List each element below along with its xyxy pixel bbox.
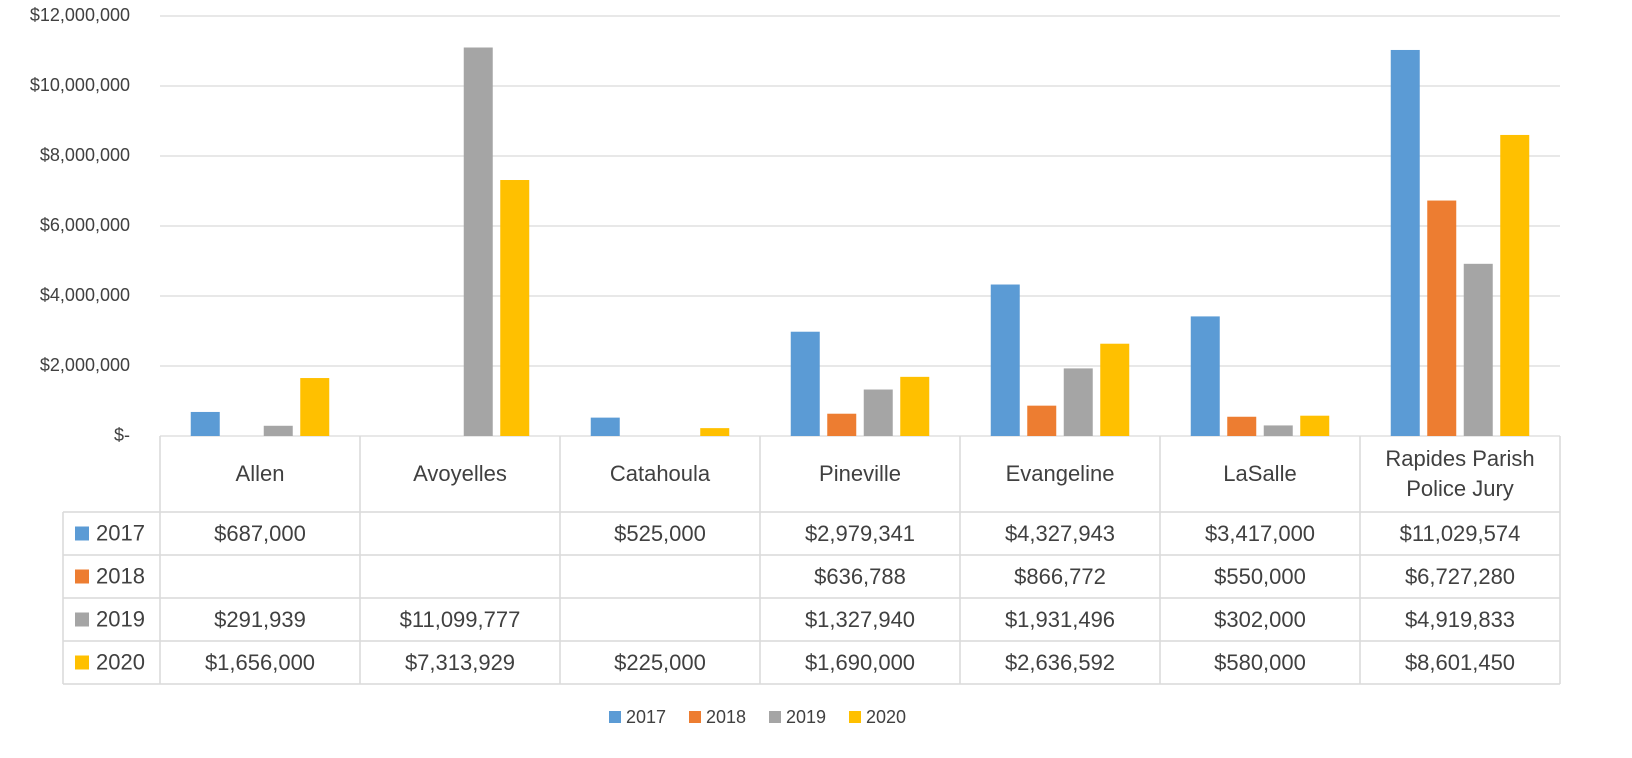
- bar: [1263, 425, 1293, 436]
- category-label: Evangeline: [1005, 461, 1115, 486]
- bar: [1390, 49, 1420, 437]
- table-value: $6,727,280: [1404, 563, 1516, 589]
- table-value: $2,979,341: [804, 520, 916, 546]
- bar: [1500, 134, 1530, 436]
- bar: [463, 47, 493, 436]
- bar: [1427, 200, 1457, 436]
- bar: [1227, 416, 1257, 436]
- category-label: Avoyelles: [413, 461, 507, 486]
- table-value: $302,000: [1214, 606, 1306, 632]
- table-value: $8,601,450: [1404, 649, 1516, 675]
- category-label: Allen: [235, 461, 285, 486]
- table-value: $7,313,929: [404, 649, 516, 675]
- bar: [190, 411, 220, 436]
- table-value: $1,327,940: [804, 606, 916, 632]
- table-value: $4,919,833: [1404, 606, 1516, 632]
- table-value: $1,690,000: [804, 649, 916, 675]
- bar: [1190, 316, 1220, 436]
- category-label: Pineville: [819, 461, 901, 486]
- table-value: $291,939: [214, 606, 306, 632]
- bar: [790, 331, 820, 436]
- bar: [827, 413, 857, 436]
- series-label: 2018: [96, 563, 145, 588]
- bar: [500, 180, 530, 436]
- series-label: 2017: [96, 520, 145, 545]
- bar: [263, 425, 293, 436]
- legend-key: [849, 711, 861, 723]
- legend-key: [769, 711, 781, 723]
- series-label: 2019: [96, 606, 145, 631]
- y-tick-label: $10,000,000: [30, 75, 130, 95]
- bar: [1100, 343, 1130, 436]
- table-value: $11,029,574: [1399, 520, 1521, 546]
- y-tick-label: $12,000,000: [30, 5, 130, 25]
- y-tick-label: $4,000,000: [40, 285, 130, 305]
- legend-key: [689, 711, 701, 723]
- y-tick-label: $-: [114, 425, 130, 445]
- table-value: $2,636,592: [1004, 649, 1116, 675]
- table-value: $3,417,000: [1204, 520, 1316, 546]
- bar: [900, 376, 930, 436]
- y-tick-label: $8,000,000: [40, 145, 130, 165]
- category-label: Catahoula: [609, 461, 711, 486]
- category-label: Rapides Parish Police Jury: [1385, 446, 1535, 501]
- legend-key: [75, 655, 89, 670]
- legend-key: [75, 526, 89, 541]
- series-label: 2020: [96, 649, 145, 674]
- table-value: $636,788: [814, 563, 906, 589]
- table-value: $580,000: [1214, 649, 1306, 675]
- legend-key: [75, 612, 89, 627]
- y-tick-label: $6,000,000: [40, 215, 130, 235]
- bar: [300, 378, 330, 436]
- category-label: LaSalle: [1223, 461, 1297, 486]
- table-value: $550,000: [1214, 563, 1306, 589]
- legend-label: 2020: [866, 707, 906, 727]
- bar: [990, 284, 1020, 436]
- legend-key: [75, 569, 89, 584]
- bar: [1027, 405, 1057, 436]
- legend-label: 2018: [706, 707, 746, 727]
- legend-label: 2019: [786, 707, 826, 727]
- legend-label: 2017: [626, 707, 666, 727]
- y-tick-label: $2,000,000: [40, 355, 130, 375]
- table-value: $1,656,000: [204, 649, 316, 675]
- table-value: $866,772: [1014, 563, 1106, 589]
- bar: [863, 389, 893, 436]
- bar: [700, 428, 730, 436]
- legend-key: [609, 711, 621, 723]
- bar: [1463, 263, 1493, 436]
- table-value: $687,000: [214, 520, 306, 546]
- table-value: $4,327,943: [1004, 520, 1116, 546]
- bar: [590, 417, 620, 436]
- bar: [1300, 415, 1330, 436]
- table-value: $1,931,496: [1004, 606, 1116, 632]
- bar: [1063, 368, 1093, 436]
- table-value: $525,000: [614, 520, 706, 546]
- table-value: $225,000: [614, 649, 706, 675]
- table-value: $11,099,777: [399, 606, 521, 632]
